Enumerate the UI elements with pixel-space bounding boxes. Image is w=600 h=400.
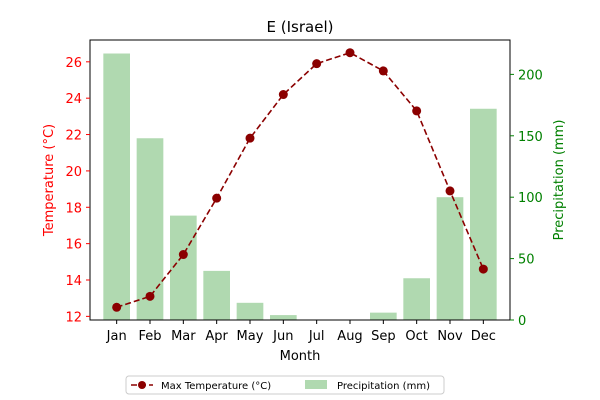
legend-box — [125, 375, 445, 395]
y-left-tick-label: 20 — [65, 165, 82, 180]
temperature-point-aug — [345, 48, 355, 58]
legend-label-precipitation: Precipitation (mm) — [337, 381, 430, 392]
temperature-point-oct — [412, 106, 422, 116]
x-axis-label: Month — [280, 349, 321, 364]
y-left-tick-label: 14 — [65, 274, 82, 289]
precipitation-bar-jun — [270, 315, 297, 320]
precipitation-bar-sep — [370, 312, 397, 320]
y-right-tick-label: 100 — [518, 191, 543, 206]
precipitation-bars — [103, 53, 497, 321]
y-left-axis-label: Temperature (°C) — [42, 124, 57, 237]
precipitation-bar-may — [236, 302, 264, 320]
precipitation-bar-apr — [203, 270, 230, 320]
chart-title: E (Israel) — [267, 18, 334, 36]
x-tick-label: Apr — [205, 329, 228, 344]
temperature-point-mar — [178, 250, 188, 260]
y-right-tick-label: 50 — [518, 253, 535, 268]
temperature-point-feb — [145, 291, 155, 301]
precipitation-bar-feb — [136, 138, 164, 320]
temperature-point-apr — [212, 193, 222, 203]
y-right-tick-label: 150 — [518, 130, 543, 145]
axes: Jan Feb Mar Apr May Jun Jul Aug Sep Oct Nov Dec 12 14… — [65, 39, 543, 344]
legend: Max Temperature (°C) Precipitation (mm) — [125, 375, 445, 395]
x-tick-label: Nov — [437, 329, 463, 344]
y-right-tick-label: 200 — [518, 68, 543, 83]
y-left-tick-label: 16 — [65, 238, 82, 253]
y-right-axis-label: Precipitation (mm) — [552, 120, 567, 241]
plot-frame — [89, 39, 511, 321]
precipitation-bar-mar — [170, 215, 197, 320]
temperature-line — [116, 51, 485, 309]
temperature-point-nov — [445, 186, 455, 196]
x-tick-label: Oct — [405, 329, 427, 344]
precipitation-bar-nov — [436, 197, 464, 320]
legend-precipitation-swatch — [305, 380, 327, 389]
legend-temperature-marker — [138, 381, 146, 389]
precipitation-bar-oct — [403, 278, 430, 320]
precipitation-bar-dec — [470, 108, 497, 321]
y-left-tick-label: 24 — [65, 92, 82, 107]
precipitation-bar-jan — [103, 53, 130, 320]
x-tick-label: Jul — [308, 329, 325, 344]
temperature-line-series — [112, 48, 488, 312]
temperature-point-jan — [112, 302, 122, 312]
x-tick-label: Feb — [138, 329, 161, 344]
x-tick-label: Mar — [171, 329, 196, 344]
y-left-tick-label: 26 — [65, 56, 82, 71]
x-tick-label: Dec — [471, 329, 496, 344]
temperature-point-may — [245, 133, 255, 143]
temperature-point-dec — [478, 264, 488, 274]
x-tick-label: May — [237, 329, 264, 344]
temperature-point-jun — [278, 90, 288, 100]
y-left-tick-label: 22 — [65, 129, 82, 144]
x-tick-label: Jun — [272, 329, 293, 344]
legend-label-temperature: Max Temperature (°C) — [161, 381, 271, 392]
temperature-point-jul — [312, 59, 322, 69]
y-left-tick-label: 12 — [65, 310, 82, 325]
x-tick-label: Jan — [106, 329, 127, 344]
temperature-point-sep — [378, 66, 388, 76]
y-right-tick-label: 0 — [518, 314, 526, 329]
x-tick-label: Aug — [337, 329, 362, 344]
x-tick-label: Sep — [371, 329, 396, 344]
y-left-tick-label: 18 — [65, 201, 82, 216]
